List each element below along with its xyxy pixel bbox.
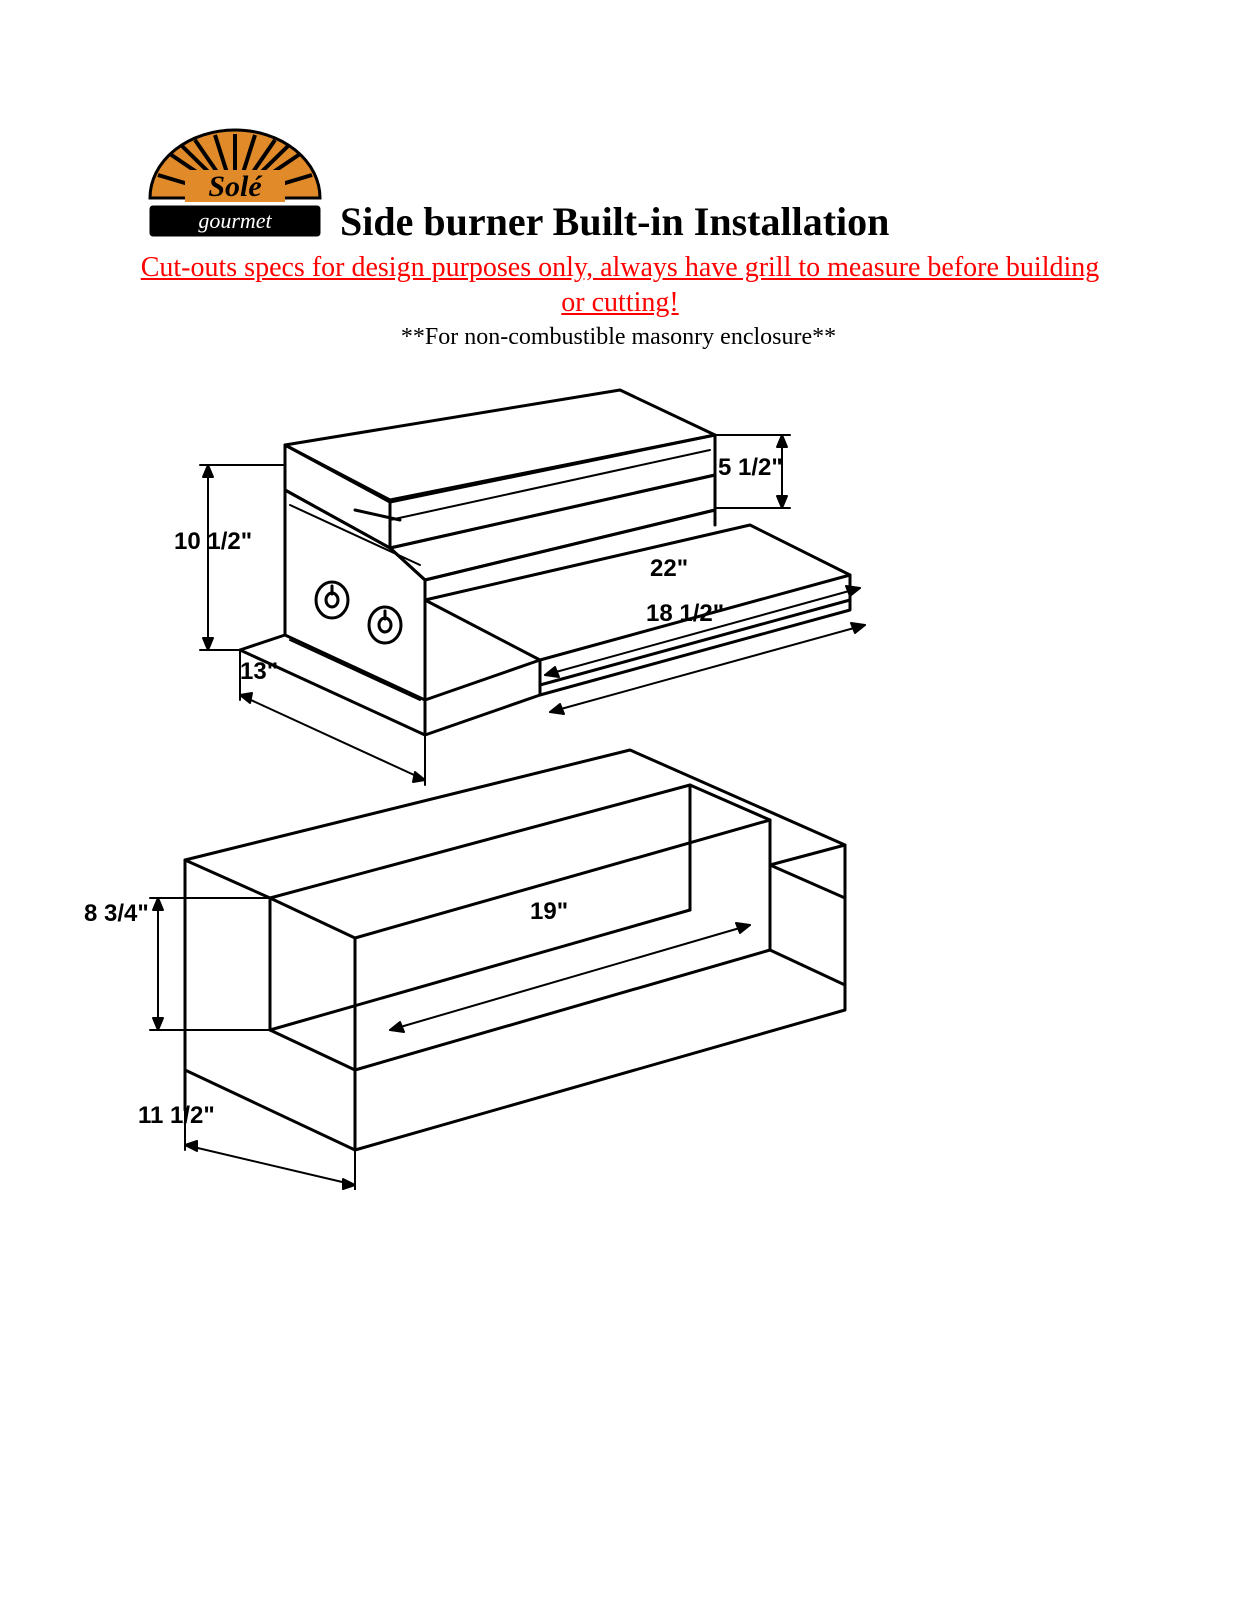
enclosure-note: **For non-combustible masonry enclosure*…: [0, 324, 1237, 351]
dim-lid-height: 5 1/2": [718, 454, 783, 482]
page: Solé gourmet Side burner Built-in Instal…: [0, 0, 1237, 1600]
warning-text: Cut-outs specs for design purposes only,…: [130, 250, 1110, 320]
dim-cutout-height: 8 3/4": [84, 900, 149, 928]
logo-brand-top: Solé: [208, 170, 263, 203]
dim-depth-overall: 22": [650, 555, 688, 583]
dim-burner-width: 13": [240, 658, 278, 686]
page-title: Side burner Built-in Installation: [340, 198, 889, 245]
dim-burner-height: 10 1/2": [174, 528, 252, 556]
installation-diagram: 10 1/2" 5 1/2" 22" 18 1/2" 13" 8 3/4" 19…: [90, 350, 870, 1190]
dim-cutout-depth: 19": [530, 898, 568, 926]
brand-logo: Solé gourmet: [140, 120, 330, 240]
dim-cutout-width: 11 1/2": [138, 1102, 215, 1130]
logo-brand-bottom: gourmet: [198, 208, 272, 233]
dim-depth-body: 18 1/2": [646, 600, 724, 628]
